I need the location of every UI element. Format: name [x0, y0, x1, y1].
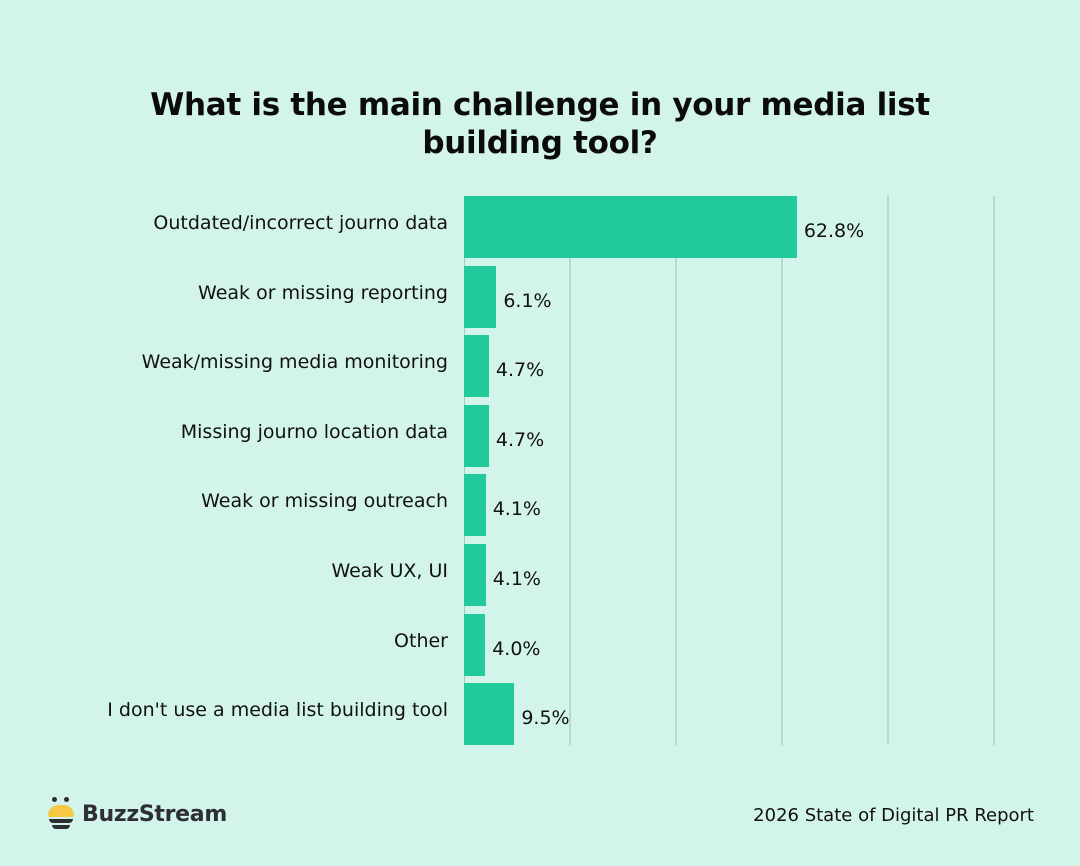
- bar-row: 6.1%: [464, 266, 994, 328]
- brand-name: BuzzStream: [82, 801, 227, 827]
- category-label: I don't use a media list building tool: [107, 699, 448, 721]
- value-label: 62.8%: [803, 220, 865, 242]
- chart-title: What is the main challenge in your media…: [0, 86, 1080, 162]
- value-label: 4.1%: [492, 498, 541, 520]
- chart-title-line-1: What is the main challenge in your media…: [150, 87, 930, 123]
- gridline: [781, 196, 783, 745]
- value-label: 4.7%: [495, 429, 545, 451]
- bar: [464, 544, 486, 606]
- bar-row: 4.1%: [464, 474, 994, 536]
- plot-area: 62.8% 6.1% 4.7% 4.7% 4.1% 4.1% 4.0% 9.5%: [464, 196, 995, 745]
- gridline: [993, 196, 995, 745]
- category-label: Outdated/incorrect journo data: [153, 212, 448, 234]
- value-label: 4.0%: [492, 638, 541, 660]
- bar: [464, 335, 489, 397]
- bar-row: 4.1%: [464, 544, 994, 606]
- chart-title-line-2: building tool?: [422, 125, 658, 161]
- category-label: Other: [394, 630, 448, 652]
- bar: [464, 196, 797, 258]
- bar-row: 9.5%: [464, 683, 994, 745]
- bar: [464, 266, 497, 328]
- bar-row: 62.8%: [464, 196, 994, 258]
- bar-row: 4.7%: [464, 405, 994, 467]
- value-label: 9.5%: [521, 707, 570, 729]
- report-name: 2026 State of Digital PR Report: [753, 805, 1034, 826]
- gridline: [569, 196, 571, 745]
- bar: [464, 683, 515, 745]
- bar: [464, 405, 489, 467]
- y-axis-line: [464, 196, 465, 745]
- gridline: [675, 196, 677, 745]
- bar: [464, 474, 486, 536]
- bee-icon: [48, 797, 74, 831]
- value-label: 4.1%: [492, 568, 541, 590]
- bar-row: 4.7%: [464, 335, 994, 397]
- gridline: [887, 196, 889, 745]
- category-label: Weak/missing media monitoring: [141, 351, 448, 373]
- category-label: Missing journo location data: [180, 421, 448, 443]
- category-label: Weak or missing reporting: [198, 282, 448, 304]
- buzzstream-logo: BuzzStream: [48, 796, 227, 832]
- value-label: 6.1%: [503, 290, 552, 312]
- category-label: Weak or missing outreach: [201, 490, 448, 512]
- bar: [464, 614, 486, 676]
- bar-row: 4.0%: [464, 614, 994, 676]
- value-label: 4.7%: [495, 359, 545, 381]
- category-label: Weak UX, UI: [331, 560, 448, 582]
